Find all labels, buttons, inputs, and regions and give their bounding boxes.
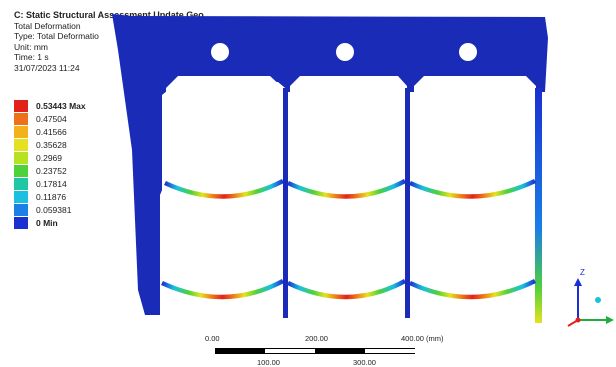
vertical-post [405, 88, 410, 318]
result-unit: Unit: mm [14, 41, 48, 52]
legend-swatch [14, 139, 28, 151]
legend-swatch [14, 191, 28, 203]
legend-label: 0.41566 [36, 127, 67, 137]
triad-z-label: Z [580, 268, 585, 277]
deformed-beam-lower [409, 278, 536, 300]
legend-entry: 0.23752 [14, 165, 124, 179]
bolt-hole [459, 43, 477, 61]
legend-swatch [14, 217, 28, 229]
legend-swatch [14, 165, 28, 177]
contour-legend[interactable]: 0.53443 Max 0.47504 0.41566 0.35628 0.29… [14, 100, 124, 240]
result-date: 31/07/2023 11:24 [14, 62, 80, 73]
result-type: Type: Total Deformatio [14, 31, 99, 41]
legend-label: 0.2969 [36, 153, 62, 163]
analysis-title: C: Static Structural Assessment Update G… [14, 10, 204, 20]
legend-swatch [14, 152, 28, 164]
left-wall-plate [112, 14, 548, 315]
bolt-hole [336, 43, 354, 61]
scale-bar: 0.00 200.00 400.00 (mm) 100.00 300.00 [205, 334, 465, 367]
legend-entry: 0.41566 [14, 126, 124, 140]
scale-segment [265, 348, 315, 354]
scale-segment [365, 348, 415, 354]
scale-label: 0.00 [205, 334, 220, 343]
legend-label: 0.35628 [36, 140, 67, 150]
deformed-beam-lower [161, 279, 285, 300]
result-name: Total Deformation [14, 20, 81, 31]
deformed-beam-upper [409, 178, 536, 199]
axis-triad-icon [567, 278, 614, 327]
bay-cutout [166, 76, 283, 120]
scale-label: 100.00 [257, 358, 280, 367]
legend-swatch [14, 113, 28, 125]
scale-label: 300.00 [353, 358, 376, 367]
vertical-post [283, 88, 288, 318]
deformed-beam-upper [287, 179, 407, 199]
legend-entry-max: 0.53443 Max [14, 100, 124, 114]
deformed-beam-upper [164, 179, 285, 199]
coordinate-triad[interactable]: Z [560, 262, 616, 332]
legend-entry: 0.2969 [14, 152, 124, 166]
legend-label: 0.53443 Max [36, 101, 86, 111]
legend-label: 0.17814 [36, 179, 67, 189]
bay-cutout [414, 76, 536, 120]
legend-entry-min: 0 Min [14, 217, 124, 231]
legend-label: 0.11876 [36, 192, 67, 202]
legend-entry: 0.11876 [14, 191, 124, 205]
scale-segment [315, 348, 365, 354]
legend-label: 0.23752 [36, 166, 67, 176]
legend-label: 0.059381 [36, 205, 72, 215]
result-header: C: Static Structural Assessment Update G… [14, 10, 204, 73]
scale-label: 200.00 [305, 334, 328, 343]
legend-label: 0 Min [36, 218, 58, 228]
scale-label: 400.00 (mm) [401, 334, 444, 343]
legend-label: 0.47504 [36, 114, 67, 124]
result-time: Time: 1 s [14, 52, 49, 62]
legend-swatch [14, 126, 28, 138]
legend-swatch [14, 204, 28, 216]
deformed-beam-lower [287, 279, 407, 300]
legend-entry: 0.47504 [14, 113, 124, 127]
vertical-post [535, 88, 542, 323]
legend-entry: 0.17814 [14, 178, 124, 192]
bolt-hole [211, 43, 229, 61]
scale-segment [215, 348, 265, 354]
legend-swatch [14, 178, 28, 190]
bay-cutout [290, 76, 407, 120]
legend-entry: 0.35628 [14, 139, 124, 153]
legend-entry: 0.059381 [14, 204, 124, 218]
legend-swatch [14, 100, 28, 112]
